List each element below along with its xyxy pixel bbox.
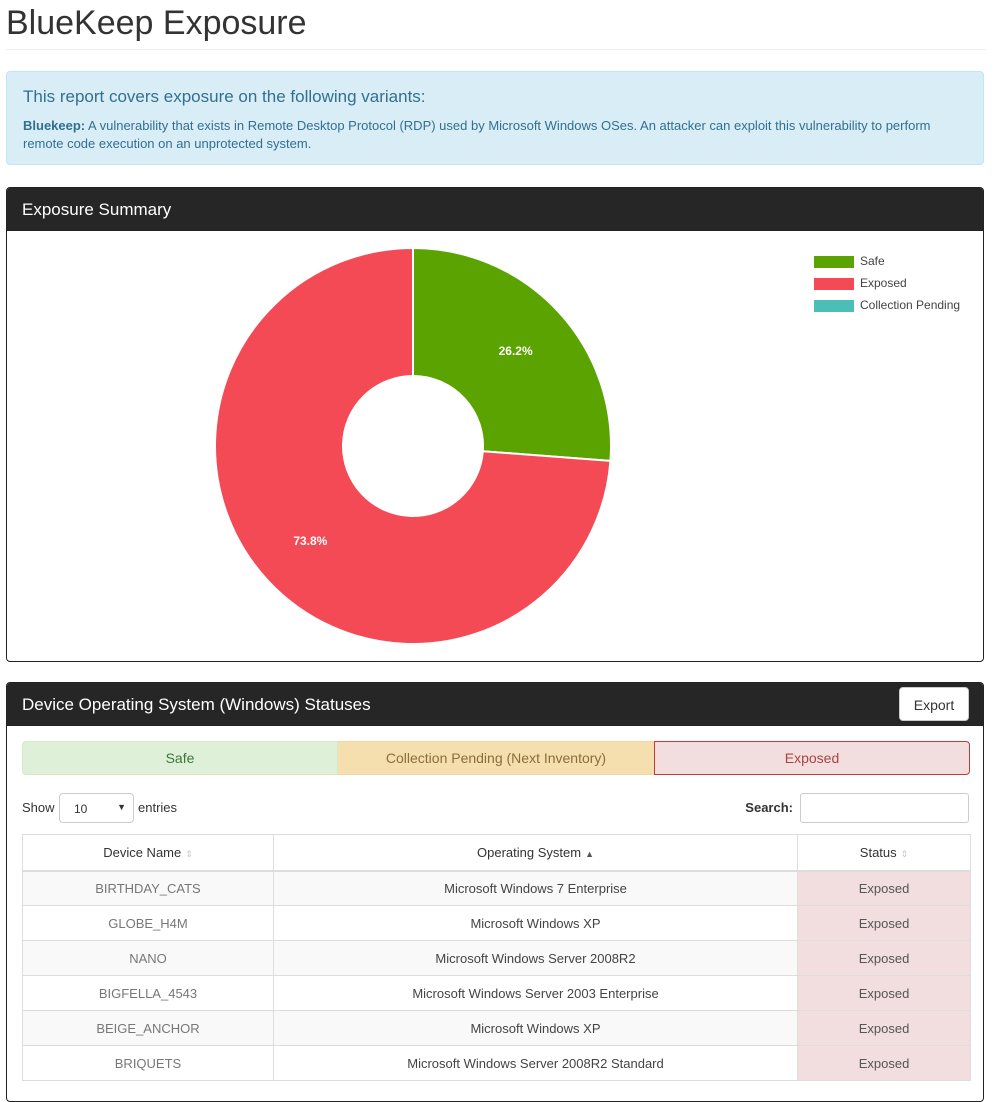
variant-description: A vulnerability that exists in Remote De…	[23, 118, 931, 151]
status-cell: Exposed	[797, 905, 971, 941]
page-length-select[interactable]: 10 ▼	[59, 793, 134, 823]
panel-title: Device Operating System (Windows) Status…	[22, 695, 371, 714]
panel-heading: Device Operating System (Windows) Status…	[7, 683, 983, 726]
table-row[interactable]: NANO Microsoft Windows Server 2008R2 Expos…	[22, 940, 971, 976]
alert-heading: This report covers exposure on the follo…	[23, 87, 426, 106]
sort-icon: ⇕	[185, 848, 193, 859]
status-cell: Exposed	[797, 975, 971, 1011]
title-divider	[6, 49, 986, 50]
operating-system-cell: Microsoft Windows Server 2003 Enterprise	[273, 975, 798, 1011]
page-title: BlueKeep Exposure	[6, 4, 307, 42]
device-name-cell: BRIQUETS	[22, 1045, 274, 1081]
operating-system-cell: Microsoft Windows Server 2008R2 Standard	[273, 1045, 798, 1081]
table-header-row: Device Name ⇕ Operating System ▲ Status ⇕	[22, 834, 971, 872]
slice-percent-label: 73.8%	[293, 534, 327, 548]
column-label: Status	[859, 844, 897, 860]
device-name-cell: NANO	[22, 940, 274, 976]
device-name-cell: BIRTHDAY_CATS	[22, 870, 274, 906]
operating-system-cell: Microsoft Windows Server 2008R2	[273, 940, 798, 976]
status-filter-safe[interactable]: Safe	[22, 741, 338, 775]
column-label: Operating System	[477, 844, 582, 860]
status-cell: Exposed	[797, 940, 971, 976]
status-filter-exposed[interactable]: Exposed	[654, 741, 970, 775]
status-filter-bar: Safe Collection Pending (Next Inventory)…	[22, 741, 970, 775]
column-header-device-name[interactable]: Device Name ⇕	[22, 834, 274, 872]
panel-title: Exposure Summary	[22, 200, 172, 219]
table-row[interactable]: BIRTHDAY_CATS Microsoft Windows 7 Enterpr…	[22, 870, 971, 906]
operating-system-cell: Microsoft Windows 7 Enterprise	[273, 870, 798, 906]
panel-heading: Exposure Summary	[7, 188, 983, 231]
chevron-down-icon: ▼	[117, 802, 126, 812]
device-name-cell: BEIGE_ANCHOR	[22, 1010, 274, 1046]
device-name-cell: GLOBE_H4M	[22, 905, 274, 941]
table-row[interactable]: BIGFELLA_4543 Microsoft Windows Server 20…	[22, 975, 971, 1011]
operating-system-cell: Microsoft Windows XP	[273, 1010, 798, 1046]
donut-slice-safe[interactable]	[412, 246, 612, 462]
column-header-status[interactable]: Status ⇕	[797, 834, 971, 872]
status-filter-pending[interactable]: Collection Pending (Next Inventory)	[338, 741, 654, 775]
sort-icon: ⇕	[900, 848, 909, 859]
legend-label: Safe	[860, 254, 885, 268]
column-label: Device Name	[103, 844, 182, 860]
show-label: Show	[22, 800, 55, 815]
variant-name: Bluekeep:	[23, 118, 86, 133]
sort-ascending-icon: ▲	[585, 848, 594, 859]
legend-label: Collection Pending	[860, 298, 961, 312]
search-label: Search:	[745, 800, 793, 815]
alert-body: Bluekeep: A vulnerability that exists in…	[23, 117, 973, 153]
operating-system-cell: Microsoft Windows XP	[273, 905, 798, 941]
legend-label: Exposed	[860, 276, 907, 290]
table-row[interactable]: GLOBE_H4M Microsoft Windows XP Exposed	[22, 905, 971, 941]
table-row[interactable]: BEIGE_ANCHOR Microsoft Windows XP Exposed	[22, 1010, 971, 1046]
page-length-value: 10	[74, 802, 88, 816]
column-header-operating-system[interactable]: Operating System ▲	[273, 834, 798, 872]
legend-swatch	[814, 278, 854, 290]
exposure-donut-chart: 26.2% 73.8%	[214, 246, 612, 645]
status-cell: Exposed	[797, 1010, 971, 1046]
legend-swatch	[814, 256, 854, 268]
donut-slice-exposed[interactable]	[214, 246, 612, 645]
legend-swatch	[814, 300, 854, 312]
table-body: BIRTHDAY_CATS Microsoft Windows 7 Enterpr…	[22, 870, 971, 1081]
status-cell: Exposed	[797, 1045, 971, 1081]
variants-info-alert: This report covers exposure on the follo…	[6, 71, 984, 165]
search-input[interactable]	[800, 793, 969, 823]
devices-table: Device Name ⇕ Operating System ▲ Status ⇕ B…	[22, 834, 971, 1081]
entries-label: entries	[138, 800, 178, 815]
table-row[interactable]: BRIQUETS Microsoft Windows Server 2008R2 …	[22, 1045, 971, 1081]
device-statuses-panel: Device Operating System (Windows) Status…	[6, 682, 984, 1102]
export-button[interactable]: Export	[899, 687, 969, 721]
exposure-summary-panel: Exposure Summary 26.2% 73.8% Safe Exposed C…	[6, 187, 984, 662]
slice-percent-label: 26.2%	[499, 344, 533, 358]
status-cell: Exposed	[797, 870, 971, 906]
device-name-cell: BIGFELLA_4543	[22, 975, 274, 1011]
